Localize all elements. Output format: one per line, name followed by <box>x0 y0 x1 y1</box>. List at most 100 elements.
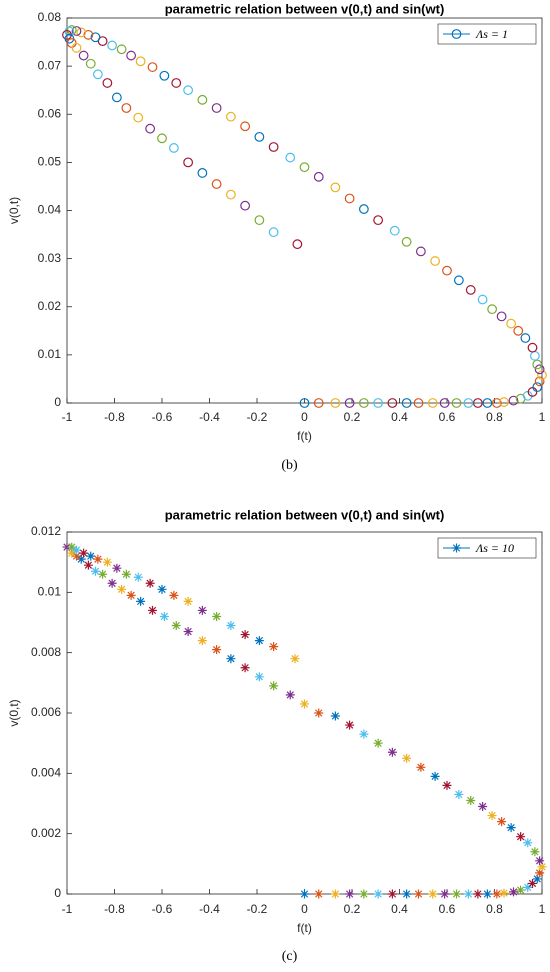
star-marker <box>428 889 438 899</box>
star-marker <box>83 560 93 570</box>
circle-marker <box>532 382 543 393</box>
star-marker <box>373 889 383 899</box>
circle-marker <box>183 85 194 96</box>
star-marker <box>133 572 143 582</box>
circle-marker <box>225 189 236 200</box>
circle-marker <box>330 182 341 193</box>
circle-marker <box>344 193 355 204</box>
star-marker <box>126 590 136 600</box>
circle-marker <box>537 370 547 380</box>
circle-marker <box>92 69 103 80</box>
circle-marker <box>513 325 524 336</box>
star-marker <box>330 711 340 721</box>
circle-marker <box>453 275 464 286</box>
circle-marker <box>133 112 144 123</box>
star-marker <box>330 889 340 899</box>
y-tick-label: 0.02 <box>38 299 62 313</box>
plot-area <box>66 17 543 404</box>
chart-title: parametric relation between v(0,t) and s… <box>165 1 445 16</box>
star-marker <box>300 699 309 709</box>
star-marker <box>171 621 181 631</box>
star-marker <box>290 654 300 664</box>
star-marker <box>473 889 483 899</box>
star-marker <box>442 780 452 790</box>
star-marker <box>487 811 497 821</box>
x-tick-label: -0.6 <box>152 902 173 916</box>
circle-marker <box>168 143 179 153</box>
legend-box <box>437 23 537 45</box>
circle-marker <box>442 265 452 276</box>
star-marker <box>387 889 397 899</box>
star-marker <box>402 753 412 763</box>
x-tick-label: -0.8 <box>104 410 125 424</box>
circle-marker <box>415 246 426 257</box>
circle-marker <box>197 168 208 178</box>
circle-marker <box>330 398 341 408</box>
x-tick-label: 0 <box>301 902 308 916</box>
star-marker <box>387 747 397 757</box>
star-marker <box>98 569 108 579</box>
x-tick-label: 0.8 <box>486 410 503 424</box>
star-marker <box>478 802 488 812</box>
x-tick-label: 0.2 <box>344 902 361 916</box>
circle-marker <box>116 44 127 55</box>
circle-marker <box>430 256 441 266</box>
star-marker <box>440 889 450 899</box>
circle-marker <box>499 397 509 407</box>
circle-marker <box>171 78 182 88</box>
star-marker <box>269 642 279 652</box>
star-marker <box>345 720 355 730</box>
circle-marker <box>197 94 208 105</box>
star-marker <box>285 690 295 700</box>
star-marker <box>416 762 426 772</box>
star-marker <box>509 887 518 897</box>
circle-marker <box>78 50 89 61</box>
x-tick-label: -0.4 <box>199 902 220 916</box>
star-marker <box>492 889 502 899</box>
circle-marker <box>240 200 251 211</box>
circle-marker <box>268 142 279 152</box>
x-tick-label: 1 <box>539 410 546 424</box>
star-marker <box>414 889 423 899</box>
x-axis-label: f(t) <box>297 429 312 443</box>
y-tick-label: 0.08 <box>38 10 62 24</box>
star-marker <box>112 563 122 573</box>
circle-marker <box>465 285 476 295</box>
circle-marker <box>358 398 369 408</box>
star-marker <box>497 817 507 827</box>
y-tick-label: 0.07 <box>38 58 62 72</box>
circle-marker <box>211 103 222 113</box>
star-marker <box>535 856 545 866</box>
star-marker <box>532 874 542 884</box>
star-marker <box>121 569 131 579</box>
circle-marker <box>506 318 517 329</box>
circle-marker <box>358 204 369 214</box>
star-marker <box>226 621 236 631</box>
star-marker <box>157 584 167 594</box>
star-marker <box>76 554 86 564</box>
circle-marker <box>240 121 251 132</box>
y-tick-label: 0.03 <box>38 251 62 265</box>
circle-marker <box>292 239 303 250</box>
star-marker <box>254 636 264 646</box>
x-tick-label: 0.6 <box>439 410 456 424</box>
star-marker <box>93 554 103 564</box>
star-marker <box>430 771 440 781</box>
circle-marker <box>313 398 324 408</box>
star-marker <box>530 847 540 857</box>
star-marker <box>482 889 492 899</box>
circle-marker <box>76 27 87 38</box>
circle-marker <box>344 398 355 408</box>
star-marker <box>535 868 545 878</box>
y-tick-label: 0.05 <box>38 155 62 169</box>
caption: (b) <box>281 458 298 473</box>
circle-marker <box>211 179 222 189</box>
star-marker <box>523 882 533 892</box>
circle-marker <box>401 236 412 247</box>
star-marker <box>145 578 155 588</box>
circle-marker <box>496 311 507 322</box>
x-tick-label: 0.4 <box>391 410 408 424</box>
star-marker <box>314 708 324 718</box>
circle-marker <box>534 364 545 375</box>
circle-marker <box>71 26 82 36</box>
